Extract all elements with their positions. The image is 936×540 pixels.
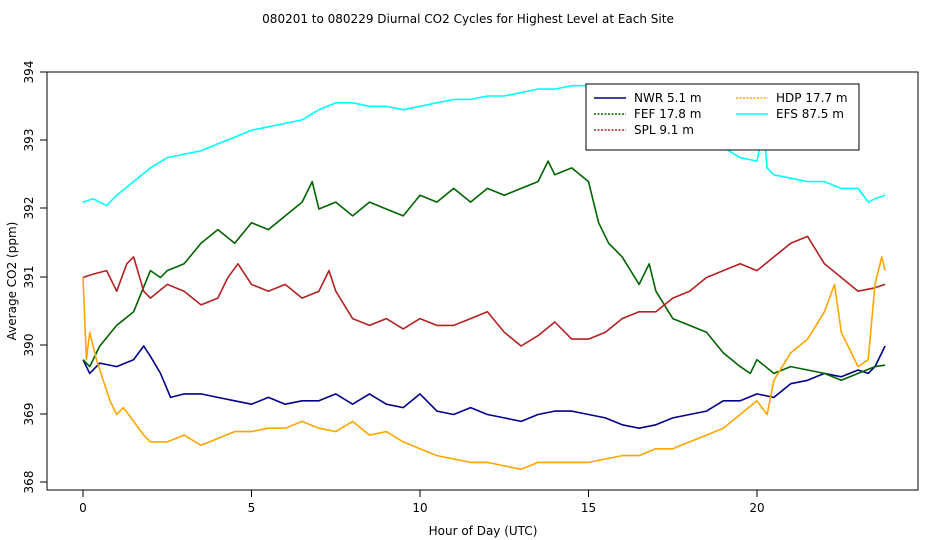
legend-box (585, 83, 860, 151)
y-tick-label: 392 (22, 197, 36, 220)
legend-label-0: NWR 5.1 m (634, 91, 702, 105)
y-axis-label: Average CO2 (ppm) (5, 222, 19, 341)
legend: NWR 5.1 m FEF 17.8 m SPL 9.1 m HDP 17.7 m EF… (585, 83, 860, 151)
legend-label-3: HDP 17.7 m (776, 91, 848, 105)
series-line-3 (82, 256, 886, 471)
series-line-1 (82, 160, 886, 382)
series-line-0 (82, 345, 886, 430)
axes: 0 5 10 15 20 368 369 390 391 392 393 394 (22, 61, 765, 515)
legend-label-1: FEF 17.8 m (634, 107, 701, 121)
y-tick-label: 394 (22, 61, 36, 84)
legend-label-4: EFS 87.5 m (776, 107, 844, 121)
plot-frame (46, 71, 919, 491)
series-line-2 (82, 235, 886, 347)
y-tick-label: 393 (22, 129, 36, 152)
chart-title: 080201 to 080229 Diurnal CO2 Cycles for … (262, 12, 674, 26)
x-axis-label: Hour of Day (UTC) (429, 524, 538, 538)
series-line-4 (82, 84, 886, 207)
y-tick-label: 391 (22, 266, 36, 289)
y-tick-label: 390 (22, 334, 36, 357)
series-lines (82, 84, 886, 471)
x-tick-label: 0 (79, 501, 87, 515)
x-tick-label: 5 (248, 501, 256, 515)
legend-label-2: SPL 9.1 m (634, 123, 694, 137)
x-tick-label: 10 (412, 501, 427, 515)
x-tick-label: 15 (581, 501, 596, 515)
x-tick-label: 20 (749, 501, 764, 515)
y-tick-label: 368 (22, 471, 36, 494)
y-tick-label: 369 (22, 403, 36, 426)
